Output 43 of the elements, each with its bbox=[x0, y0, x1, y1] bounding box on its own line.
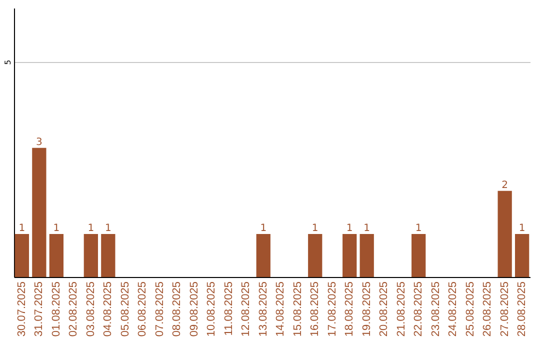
x-tick-label: 17.08.2025 bbox=[326, 282, 338, 337]
x-tick-label: 13.08.2025 bbox=[257, 282, 270, 337]
x-tick-label: 04.08.2025 bbox=[102, 282, 114, 337]
x-tick-label: 07.08.2025 bbox=[154, 282, 166, 337]
x-tick-label: 05.08.2025 bbox=[119, 282, 132, 337]
data-label: 1 bbox=[346, 222, 353, 234]
x-tick-label: 15.08.2025 bbox=[292, 282, 304, 337]
data-label: 1 bbox=[312, 222, 318, 234]
x-tick-label: 11.08.2025 bbox=[222, 282, 235, 336]
x-tick-label: 10.08.2025 bbox=[206, 282, 218, 337]
data-label: 1 bbox=[104, 222, 112, 234]
x-tick-label: 19.08.2025 bbox=[360, 282, 373, 337]
data-label: 1 bbox=[260, 222, 267, 234]
data-label: 1 bbox=[518, 222, 526, 234]
x-tick-label: 26.08.2025 bbox=[482, 282, 494, 337]
x-tick-label: 28.08.2025 bbox=[516, 282, 528, 337]
x-tick-label: 14.08.2025 bbox=[274, 282, 287, 337]
x-tick-label: 22.08.2025 bbox=[412, 282, 425, 337]
x-tick-label: 27.08.2025 bbox=[498, 282, 511, 337]
x-tick-label: 02.08.2025 bbox=[68, 282, 80, 337]
data-label: 1 bbox=[18, 222, 26, 234]
data-label: 1 bbox=[88, 222, 94, 234]
data-label: 1 bbox=[364, 222, 370, 234]
x-tick-label: 25.08.2025 bbox=[464, 282, 476, 337]
y-tick-label: 5 bbox=[4, 60, 12, 65]
x-tick-label: 08.08.2025 bbox=[171, 282, 184, 337]
x-tick-label: 20.08.2025 bbox=[378, 282, 390, 337]
x-tick-label: 30.07.2025 bbox=[16, 282, 28, 337]
x-tick-label: 01.08.2025 bbox=[50, 282, 62, 337]
x-tick-label: 06.08.2025 bbox=[136, 282, 149, 337]
data-label: 1 bbox=[53, 222, 60, 234]
data-label: 2 bbox=[502, 180, 508, 191]
x-tick-label: 21.08.2025 bbox=[395, 282, 408, 337]
x-tick-label: 24.08.2025 bbox=[447, 282, 460, 337]
data-label: 3 bbox=[36, 136, 42, 148]
x-tick-label: 16.08.2025 bbox=[309, 282, 322, 337]
x-tick-label: 18.08.2025 bbox=[344, 282, 356, 337]
x-tick-label: 12.08.2025 bbox=[240, 282, 252, 337]
data-label: 1 bbox=[415, 222, 422, 234]
x-tick-label: 03.08.2025 bbox=[84, 282, 97, 337]
x-tick-label: 31.07.2025 bbox=[33, 282, 46, 337]
x-tick-label: 09.08.2025 bbox=[188, 282, 200, 337]
x-tick-label: 23.08.2025 bbox=[430, 282, 442, 337]
